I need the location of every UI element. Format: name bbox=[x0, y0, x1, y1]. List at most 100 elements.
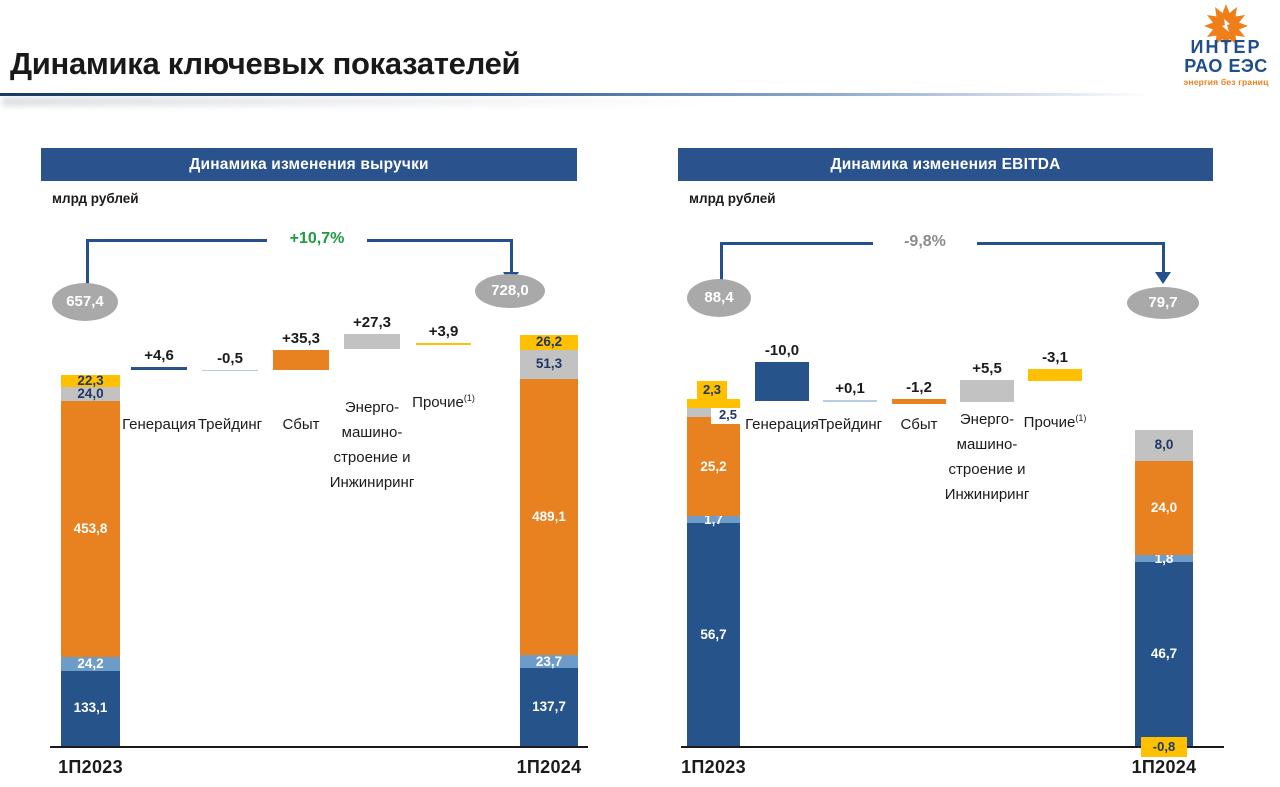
page-title: Динамика ключевых показателей bbox=[10, 46, 521, 81]
logo-tagline: энергия без границ bbox=[1183, 77, 1269, 87]
bracket-line bbox=[719, 242, 723, 281]
end-segment-label: 23,7 bbox=[535, 653, 563, 669]
end-total-ellipse: 728,0 bbox=[475, 274, 545, 308]
start-bar-segment bbox=[61, 374, 120, 388]
category-footnote-marker: (1) bbox=[463, 393, 475, 403]
bracket-line bbox=[977, 242, 1163, 245]
category-label: Сбыт bbox=[282, 416, 320, 433]
start-bar-segment bbox=[61, 670, 120, 746]
start-segment-label-callout: 2,3 bbox=[697, 380, 727, 399]
revenue-units-label: млрд рублей bbox=[52, 191, 139, 206]
start-bar-segment bbox=[61, 401, 120, 658]
category-label: Трейдинг bbox=[197, 416, 263, 433]
end-bar-segment bbox=[1135, 461, 1193, 556]
end-bar-segment bbox=[520, 378, 578, 655]
start-segment-label: 133,1 bbox=[73, 700, 108, 716]
bracket-line bbox=[367, 239, 511, 242]
change-value-label: -0,5 bbox=[217, 349, 243, 367]
end-total-ellipse: 79,7 bbox=[1127, 287, 1199, 319]
bracket-line bbox=[85, 239, 89, 285]
bracket-line bbox=[87, 239, 267, 242]
category-label: строение и bbox=[333, 449, 411, 466]
change-value-label: -10,0 bbox=[764, 342, 800, 359]
start-bar-segment bbox=[687, 516, 740, 524]
start-axis-label: 1П2023 bbox=[58, 757, 123, 777]
x-axis bbox=[50, 746, 588, 748]
end-bar-segment bbox=[520, 335, 578, 350]
start-bar-segment bbox=[687, 523, 740, 746]
end-bar-segment bbox=[1135, 429, 1193, 462]
start-segment-label: 25,2 bbox=[700, 458, 727, 474]
category-label: строение и bbox=[948, 461, 1026, 478]
category-label: машино- bbox=[341, 424, 403, 441]
start-segment-label-callout: 2,5 bbox=[711, 405, 745, 424]
start-segment-label: 56,7 bbox=[700, 626, 727, 642]
start-axis-label: 1П2023 bbox=[681, 757, 746, 777]
change-bar bbox=[416, 343, 471, 346]
category-footnote-marker: (1) bbox=[1075, 413, 1087, 423]
change-bar bbox=[823, 400, 877, 402]
category-label: Инжиниринг bbox=[329, 474, 415, 491]
start-bar-segment bbox=[61, 657, 120, 671]
end-bar-segment bbox=[1135, 562, 1193, 746]
change-bar bbox=[892, 399, 946, 404]
start-bar-segment bbox=[687, 417, 740, 517]
category-label: Трейдинг bbox=[817, 416, 883, 433]
overall-change-label: +10,7% bbox=[289, 230, 345, 247]
end-segment-label: 46,7 bbox=[1150, 646, 1178, 662]
change-bar bbox=[960, 380, 1014, 402]
title-underline bbox=[0, 93, 1150, 96]
arrow-down-icon bbox=[1155, 272, 1171, 284]
end-axis-label: 1П2024 bbox=[1131, 757, 1197, 777]
change-value-label: +0,1 bbox=[835, 380, 865, 397]
category-label: Сбыт bbox=[900, 416, 938, 433]
end-bar-segment bbox=[520, 349, 578, 379]
change-value-label: +35,3 bbox=[282, 330, 320, 347]
bracket-line bbox=[721, 242, 873, 245]
category-label: Генерация bbox=[122, 416, 196, 433]
ebitda-chart-header: Динамика изменения EBITDA bbox=[678, 148, 1213, 181]
start-segment-label: 22,3 bbox=[77, 373, 104, 389]
end-axis-label: 1П2024 bbox=[516, 757, 582, 777]
change-bar bbox=[344, 334, 400, 350]
end-segment-label: 8,0 bbox=[1154, 437, 1174, 453]
category-label: Инжиниринг bbox=[944, 486, 1030, 503]
title-underline-shadow bbox=[2, 97, 722, 106]
start-segment-label: 24,2 bbox=[77, 656, 104, 672]
start-bar-segment bbox=[687, 398, 740, 408]
end-bar-segment bbox=[1135, 555, 1193, 563]
change-value-label: -3,1 bbox=[1042, 349, 1068, 366]
change-bar bbox=[1028, 369, 1082, 382]
change-value-label: +4,6 bbox=[144, 347, 174, 364]
end-segment-label: 26,2 bbox=[535, 334, 563, 350]
sun-icon bbox=[1204, 4, 1248, 48]
category-label: Прочие(1) bbox=[1023, 413, 1087, 432]
revenue-chart-header: Динамика изменения выручки bbox=[41, 148, 577, 181]
start-total-ellipse: 657,4 bbox=[52, 283, 118, 321]
logo-text-line2: РАО ЕЭС bbox=[1184, 56, 1268, 76]
change-value-label: +3,9 bbox=[428, 323, 459, 340]
ebitda-units-label: млрд рублей bbox=[689, 191, 776, 206]
company-logo: ИНТЕР РАО ЕЭС энергия без границ bbox=[1174, 2, 1278, 87]
change-bar bbox=[755, 362, 809, 402]
bracket-line bbox=[1161, 242, 1165, 272]
change-value-label: -1,2 bbox=[906, 379, 932, 396]
start-total-ellipse: 88,4 bbox=[687, 279, 751, 317]
change-value-label: +27,3 bbox=[353, 314, 391, 331]
category-label: Энерго- bbox=[959, 411, 1015, 428]
category-label: машино- bbox=[956, 436, 1018, 453]
start-segment-label: 24,0 bbox=[77, 386, 104, 402]
category-label: Энерго- bbox=[344, 399, 400, 416]
bracket-line bbox=[509, 239, 513, 272]
logo-text-line1: ИНТЕР bbox=[1190, 37, 1262, 57]
end-below-axis-segment: -0,8 bbox=[1141, 737, 1187, 757]
start-bar-segment bbox=[61, 387, 120, 402]
x-axis bbox=[681, 746, 1224, 748]
category-label: Генерация bbox=[745, 416, 819, 433]
change-bar bbox=[202, 369, 258, 372]
end-segment-label: 489,1 bbox=[532, 508, 566, 524]
end-segment-label: 24,0 bbox=[1150, 500, 1178, 516]
change-value-label: +5,5 bbox=[972, 360, 1002, 377]
